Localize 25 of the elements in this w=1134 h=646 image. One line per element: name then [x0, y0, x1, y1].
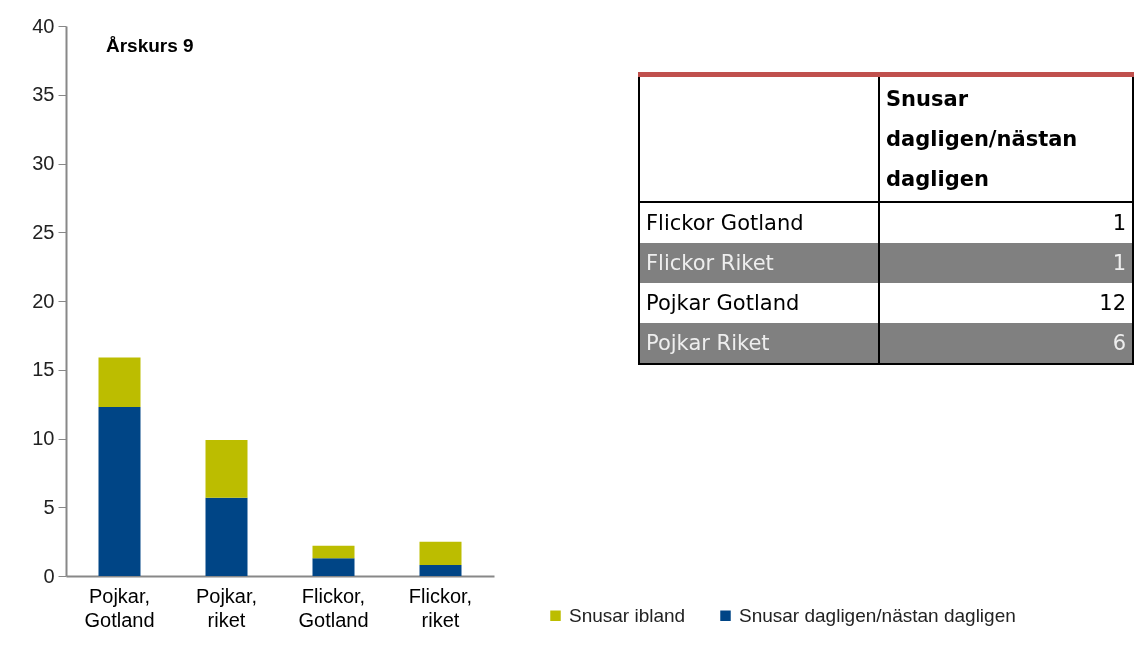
x-tick-label: Flickor, riket [408, 584, 473, 631]
bar [98, 406, 141, 576]
chart-title: Årskurs 9 [106, 35, 194, 56]
legend-label: Snusar ibland [569, 604, 686, 626]
y-tick-label: 40 [32, 14, 55, 37]
y-tick-label: 25 [32, 220, 55, 243]
x-tick-label: Pojkar, Gotland [84, 584, 155, 631]
bar [419, 541, 462, 565]
bar [205, 497, 248, 576]
legend-label: Snusar dagligen/nästan dagligen [739, 604, 1016, 626]
bar [419, 565, 462, 576]
y-tick-label: 0 [43, 564, 55, 587]
y-tick-label: 15 [32, 358, 55, 381]
bar [312, 558, 355, 576]
x-tick-label: Flickor, Gotland [298, 584, 369, 631]
y-tick-label: 35 [32, 83, 55, 106]
bar [312, 545, 355, 559]
y-tick-label: 10 [32, 427, 55, 449]
data-table: Snusar dagligen/nästan dagligen Flickor Gotland 1 Flickor Riket 1 Pojkar Gotland 12 Pojkar Riket 6 [638, 72, 1134, 365]
bar [205, 439, 248, 498]
y-tick-label: 5 [43, 495, 55, 518]
bar [98, 357, 141, 407]
y-tick-label: 30 [32, 152, 55, 174]
y-tick-label: 20 [32, 289, 55, 312]
x-tick-label: Pojkar, riket [195, 584, 258, 631]
